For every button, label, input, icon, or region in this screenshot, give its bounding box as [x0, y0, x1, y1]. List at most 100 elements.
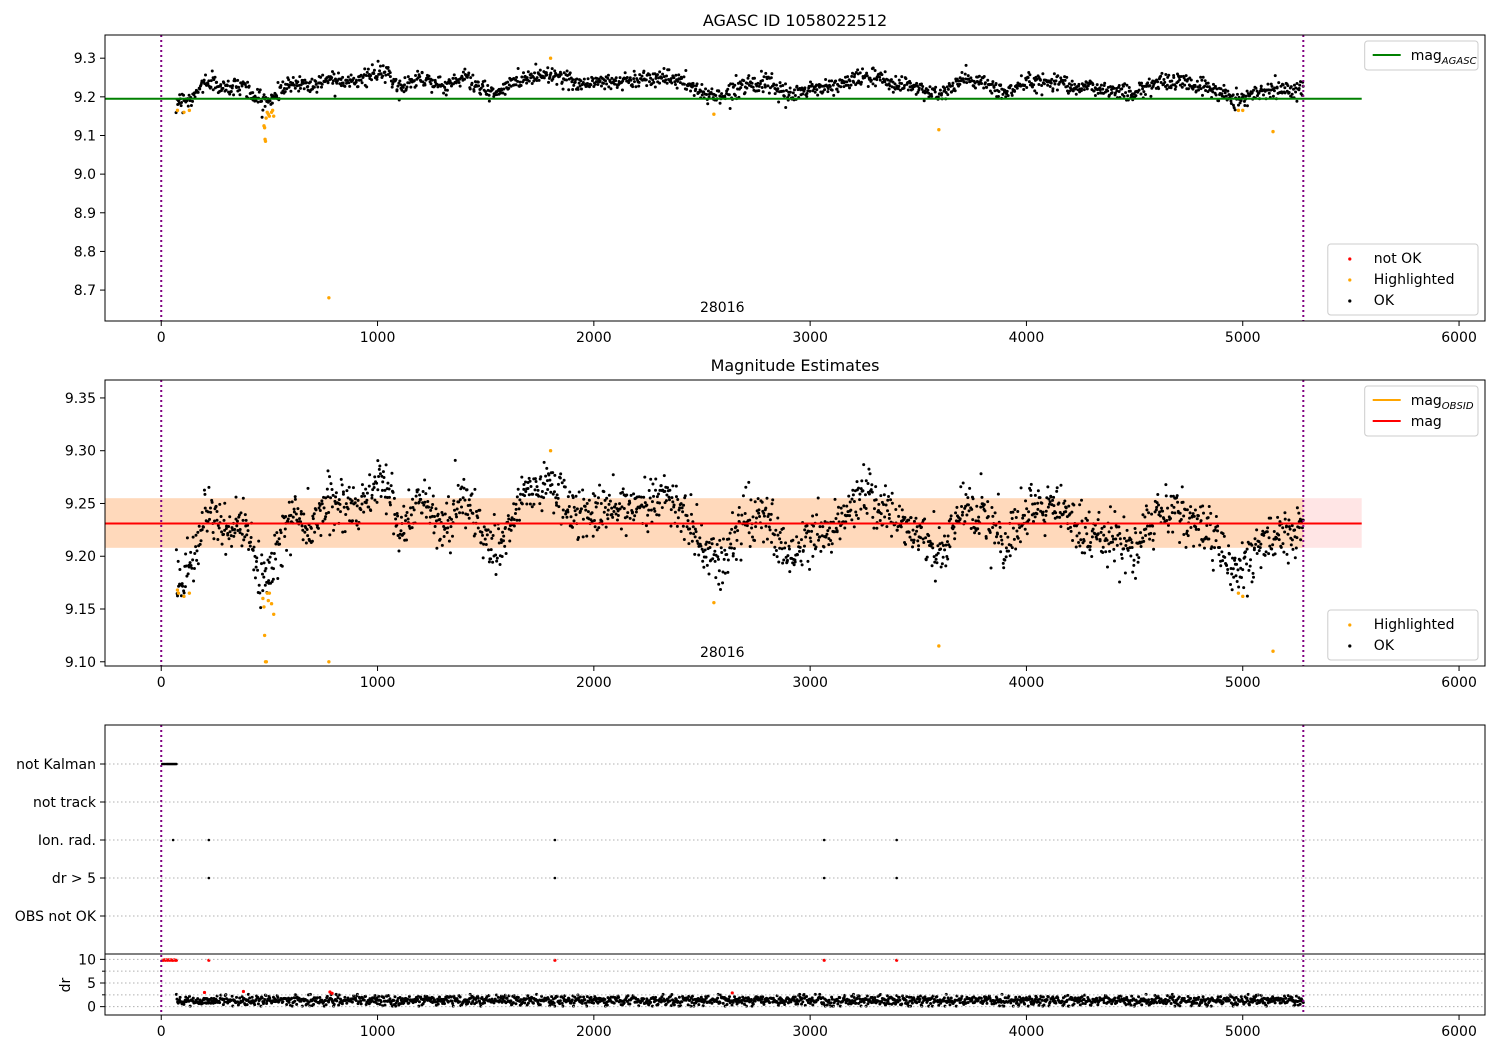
panel1-point-ok [850, 74, 854, 78]
panel3-dr-point [490, 997, 494, 1001]
panel1-point-ok [407, 81, 411, 85]
panel2-point-ok [874, 485, 878, 489]
panel2-point-ok [861, 489, 865, 493]
panel2-point-ok [463, 498, 467, 502]
panel2-point-ok [450, 517, 454, 521]
panel2-point-ok [556, 482, 560, 486]
panel1-point-ok [1004, 95, 1008, 99]
panel2-point-ok [467, 516, 471, 520]
panel2-point-ok [347, 485, 351, 489]
panel2-point-ok [916, 548, 920, 552]
panel2-point-ok [1233, 556, 1237, 560]
panel2-point-ok [848, 500, 852, 504]
panel2-point-ok [559, 472, 563, 476]
panel2-point-ok [688, 527, 692, 531]
panel1-point-ok [301, 81, 305, 85]
panel2-point-ok [474, 510, 478, 514]
panel2-point-ok [672, 503, 676, 507]
panel1-point-ok [642, 69, 646, 73]
panel2-point-ok [1236, 568, 1240, 572]
panel3-dr-point [898, 998, 902, 1002]
panel1-point-ok [1223, 91, 1227, 95]
panel3-dr-point [221, 1003, 225, 1007]
panel2-point-ok [828, 526, 832, 530]
panel2-point-ok [383, 488, 387, 492]
panel2-point-ok [723, 571, 727, 575]
panel2-point-ok [336, 507, 340, 511]
panel1-point-ok [629, 78, 633, 82]
panel1-point-ok [775, 89, 779, 93]
panel1-point-ok [1291, 87, 1295, 91]
panel1-point-highlighted [187, 108, 192, 113]
panel3-dr-point [873, 996, 877, 1000]
panel2-point-ok [666, 486, 670, 490]
panel1-point-ok [1032, 83, 1036, 87]
panel1-point-ok [1085, 87, 1089, 91]
panel2-point-ok [337, 498, 341, 502]
panel2-point-ok [494, 572, 498, 576]
panel2-point-ok [438, 537, 442, 541]
panel1-point-ok [900, 75, 904, 79]
panel2-point-ok [900, 508, 904, 512]
panel2-point-ok [357, 527, 361, 531]
panel2-title: Magnitude Estimates [711, 356, 880, 375]
panel2-point-ok [1145, 508, 1149, 512]
panel2-point-ok [595, 528, 599, 532]
panel2-point-ok [966, 503, 970, 507]
panel2-point-ok [1268, 544, 1272, 548]
panel3-dr-point [526, 994, 530, 998]
panel2-point-ok [206, 520, 210, 524]
panel1-point-ok [1139, 92, 1143, 96]
panel1-point-ok [1071, 89, 1075, 93]
panel2-point-ok [911, 545, 915, 549]
panel2-point-ok [946, 534, 950, 538]
panel1-point-ok [330, 70, 334, 74]
panel1-point-ok [316, 85, 320, 89]
panel2-point-ok [1111, 540, 1115, 544]
panel1-point-ok [770, 72, 774, 76]
panel2-point-ok [515, 495, 519, 499]
panel2-point-ok [402, 531, 406, 535]
panel2-point-ok [720, 551, 724, 555]
panel1-ytick-label: 9.2 [74, 90, 96, 106]
panel2-point-ok [446, 495, 450, 499]
panel1-point-ok [1098, 88, 1102, 92]
panel1-point-ok [769, 76, 773, 80]
panel1-point-ok [808, 89, 812, 93]
panel2-point-ok [774, 549, 778, 553]
panel2-point-ok [581, 535, 585, 539]
panel2-point-ok [533, 488, 537, 492]
panel2-point-ok [910, 538, 914, 542]
panel2-point-ok [1137, 556, 1141, 560]
panel2-point-ok [555, 493, 559, 497]
panel2-point-ok [290, 500, 294, 504]
panel2-point-ok [809, 540, 813, 544]
panel2-point-ok [478, 508, 482, 512]
panel1-point-ok [291, 75, 295, 79]
panel2-point-ok [776, 516, 780, 520]
panel1-point-ok [1035, 77, 1039, 81]
panel2-point-ok [1254, 542, 1258, 546]
panel2-point-ok [529, 484, 533, 488]
panel2-point-ok [461, 496, 465, 500]
panel3-dr-point [276, 996, 280, 1000]
panel1-point-ok [1203, 79, 1207, 83]
panel1-point-ok [805, 92, 809, 96]
panel2-point-ok [689, 493, 693, 497]
panel2-point-ok [455, 515, 459, 519]
panel2-point-ok [381, 480, 385, 484]
panel2-point-ok [817, 538, 821, 542]
panel1-point-ok [1070, 79, 1074, 83]
panel2-point-ok [909, 516, 913, 520]
panel2-point-ok [788, 570, 792, 574]
panel2-point-ok [484, 543, 488, 547]
panel3-dr-point [422, 999, 426, 1003]
panel1-point-ok [1005, 89, 1009, 93]
panel1-point-ok [640, 74, 644, 78]
panel2-point-ok [829, 538, 833, 542]
panel1-point-ok [873, 84, 877, 88]
panel2-point-ok [257, 583, 261, 587]
panel1-point-ok [1030, 85, 1034, 89]
panel3-dr-point [399, 1002, 403, 1006]
panel2-point-highlighted [262, 605, 266, 609]
